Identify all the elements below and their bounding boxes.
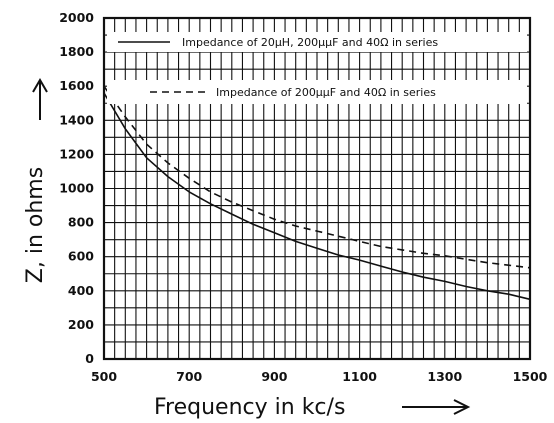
y-tick-label: 2000: [59, 10, 94, 25]
y-tick-label: 1200: [59, 146, 94, 161]
y-axis-title: Z, in ohms: [23, 167, 48, 283]
y-axis-title-group: Z, in ohms: [23, 78, 48, 283]
series-line-solid: [103, 92, 531, 301]
y-tick-label: 1400: [59, 112, 94, 127]
legend-label: Impedance of 200μμF and 40Ω in series: [216, 86, 436, 99]
x-axis-ticks: 500 700 900 1100 1300 1500: [91, 369, 548, 384]
x-axis-title-group: Frequency in kc/s: [154, 395, 471, 420]
x-tick-label: 1500: [513, 369, 548, 384]
x-axis-title: Frequency in kc/s: [154, 395, 345, 420]
legend: Impedance of 20μH, 200μμF and 40Ω in ser…: [107, 32, 527, 104]
y-tick-label: 800: [68, 215, 94, 230]
y-tick-label: 400: [68, 283, 94, 298]
y-tick-label: 1000: [59, 181, 94, 196]
legend-box: [107, 32, 527, 52]
x-tick-label: 700: [176, 369, 202, 384]
y-axis-ticks: 0 200 400 600 800 1000 1200 1400 1600 1800 2000: [59, 10, 94, 366]
y-tick-label: 1800: [59, 44, 94, 59]
x-tick-label: 500: [91, 369, 117, 384]
series-line-dashed: [103, 85, 531, 269]
x-tick-label: 1100: [342, 369, 377, 384]
x-axis-arrow-icon: [402, 399, 471, 415]
series-layer: [103, 85, 531, 301]
x-tick-label: 1300: [427, 369, 462, 384]
legend-label: Impedance of 20μH, 200μμF and 40Ω in ser…: [182, 36, 438, 49]
chart-grid: [102, 16, 532, 361]
x-tick-label: 900: [261, 369, 287, 384]
y-tick-label: 600: [68, 249, 94, 264]
y-axis-arrow-icon: [32, 78, 48, 120]
y-tick-label: 0: [85, 351, 94, 366]
y-tick-label: 1600: [59, 78, 94, 93]
y-tick-label: 200: [68, 317, 94, 332]
